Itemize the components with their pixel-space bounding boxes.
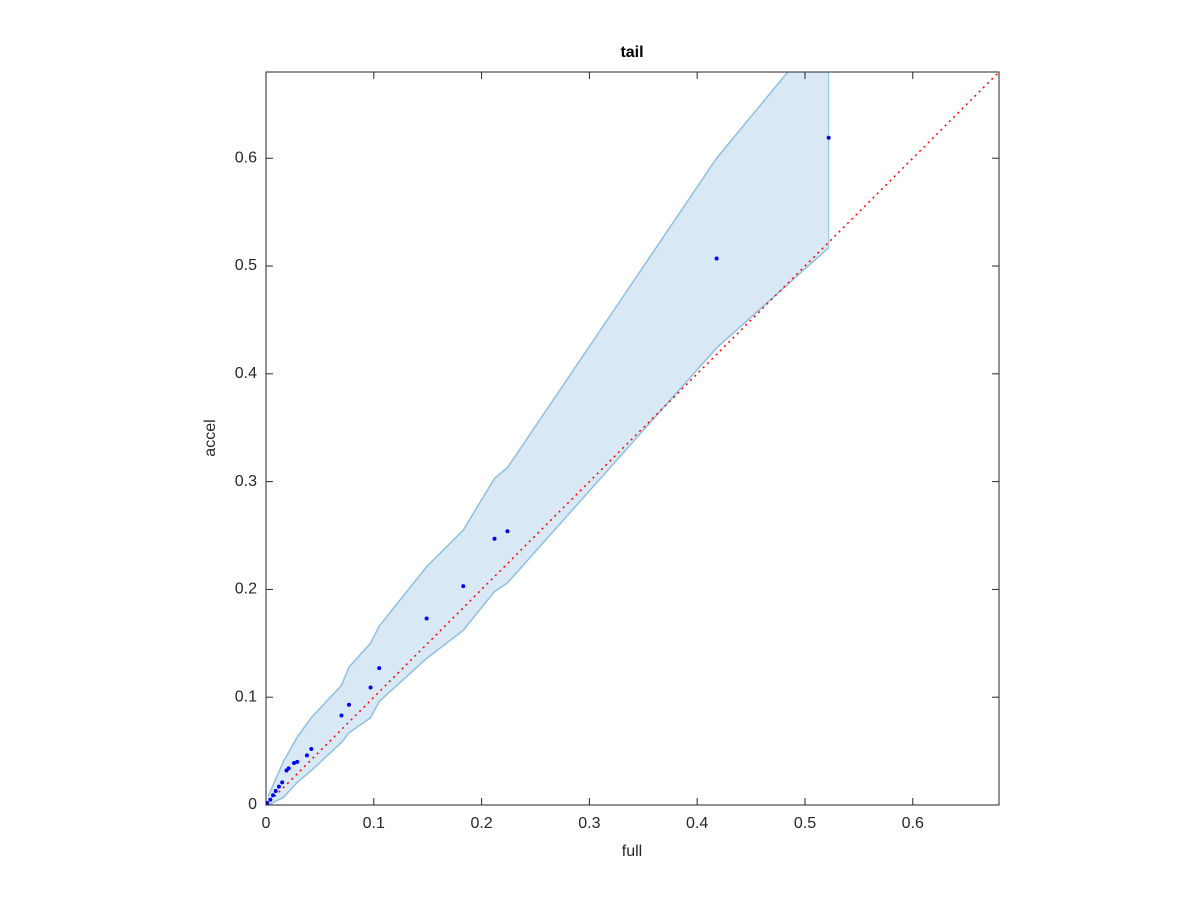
data-point [280,780,285,785]
x-tick-label: 0.2 [470,815,492,832]
data-point [826,135,831,140]
x-axis-label: full [622,843,642,860]
y-tick-label: 0.1 [235,688,257,705]
data-point [505,529,510,534]
y-axis-label: accel [202,419,219,456]
data-point [424,616,429,621]
y-tick-label: 0.5 [235,257,257,274]
data-point [266,800,270,805]
data-point [304,753,309,758]
data-point [714,256,719,261]
data-point [295,759,300,764]
x-tick-label: 0.4 [686,815,708,832]
plot-area [266,72,999,805]
data-point [273,788,278,793]
data-point [276,784,281,789]
y-tick-label: 0.4 [235,365,257,382]
data-point [492,536,497,541]
chart-title: tail [620,44,643,61]
x-tick-label: 0.3 [578,815,600,832]
data-point [347,702,352,707]
data-point [271,793,276,798]
data-point [461,584,466,589]
x-tick-label: 0 [262,815,271,832]
y-tick-label: 0.2 [235,581,257,598]
y-tick-label: 0.6 [235,149,257,166]
axes: 0 0.1 0.2 0.3 0.4 0.5 0.6 0 0.1 0.2 0.3 0.4 0.5 0.6 [235,71,1000,832]
x-tick-label: 0.1 [363,815,385,832]
x-tick-label: 0.6 [902,815,924,832]
y-tick-label: 0 [248,796,257,813]
band-lower-edge [267,247,830,805]
band-upper-edge [267,72,789,797]
data-point [368,685,373,690]
data-point [292,760,297,765]
axes-box [265,71,1000,806]
data-point [339,713,344,718]
x-tick-label: 0.5 [794,815,816,832]
data-point [268,797,273,802]
y-tick-label: 0.3 [235,473,257,490]
data-point [377,666,382,671]
data-point [309,746,314,751]
data-point [284,768,289,773]
confidence-band [268,72,829,805]
